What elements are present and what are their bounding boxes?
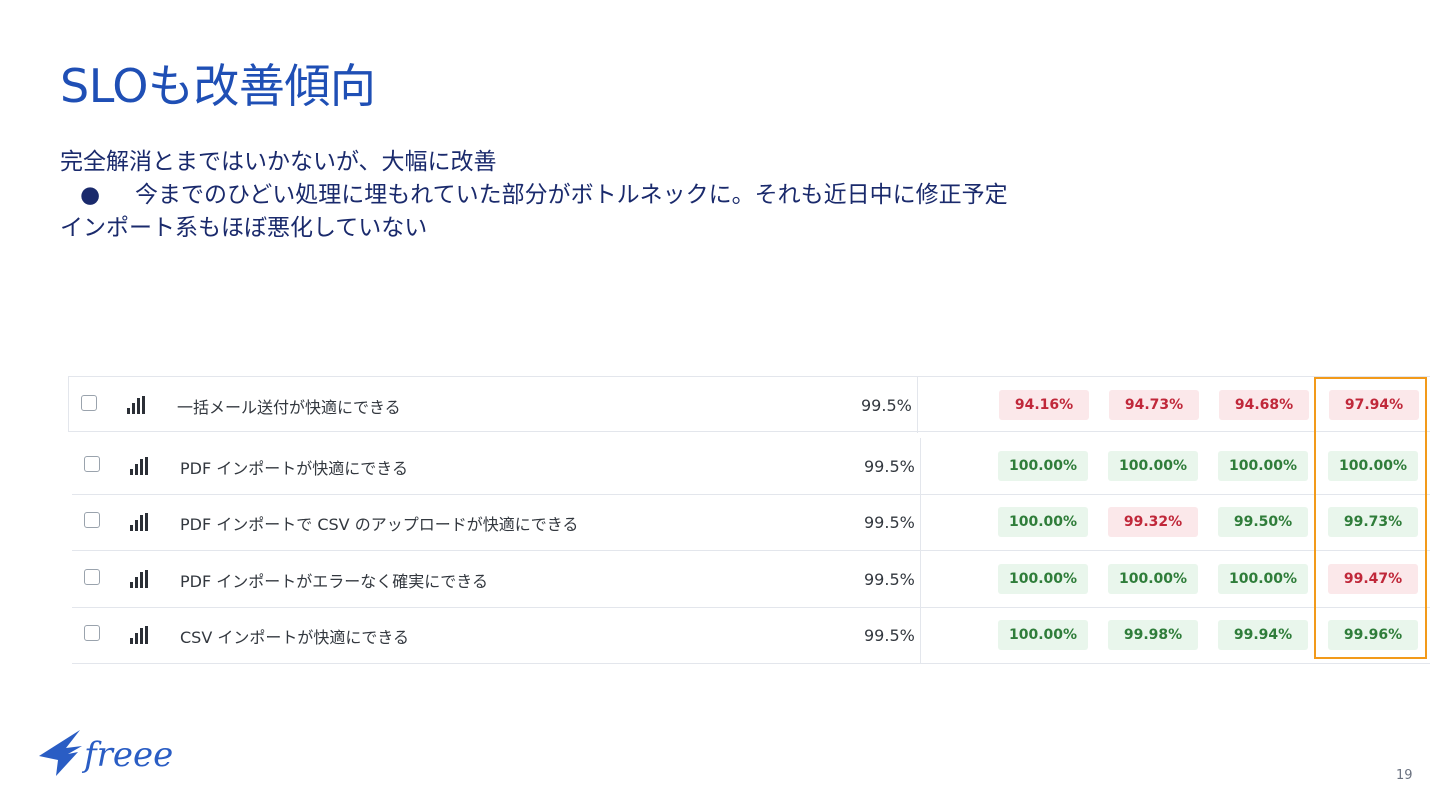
- row-checkbox[interactable]: [84, 456, 100, 472]
- column-divider: [920, 494, 921, 550]
- slo-table: 一括メール送付が快適にできる 99.5% 94.16% 94.73% 94.68% 97.…: [68, 376, 1430, 676]
- slo-value-badge: 100.00%: [1108, 451, 1198, 481]
- slo-value-badge: 100.00%: [1218, 451, 1308, 481]
- slo-name[interactable]: PDF インポートが快適にできる: [180, 459, 408, 478]
- slo-value-badge: 99.47%: [1328, 564, 1418, 594]
- column-divider: [917, 377, 918, 433]
- bird-icon: [39, 730, 82, 776]
- slo-target: 99.5%: [864, 570, 915, 589]
- slo-value-badge: 100.00%: [1108, 564, 1198, 594]
- slo-value-badge: 97.94%: [1329, 390, 1419, 420]
- slo-value-badge: 100.00%: [998, 564, 1088, 594]
- table-row: CSV インポートが快適にできる 99.5% 100.00% 99.98% 99.94%…: [72, 607, 1430, 664]
- column-divider: [920, 551, 921, 607]
- bullet-item-3: インポート系もほぼ悪化していない: [60, 215, 428, 241]
- slo-value-badge: 100.00%: [998, 451, 1088, 481]
- page-number: 19: [1396, 768, 1413, 783]
- slo-target: 99.5%: [864, 513, 915, 532]
- table-row: PDF インポートで CSV のアップロードが快適にできる 99.5% 100.00…: [72, 494, 1430, 551]
- bullet-item-2: ● 今までのひどい処理に埋もれていた部分がボトルネックに。それも近日中に修正予定: [60, 179, 1008, 212]
- bullet-item-2-text: 今までのひどい処理に埋もれていた部分がボトルネックに。それも近日中に修正予定: [135, 182, 1008, 208]
- logo-wordmark: freee: [81, 735, 173, 775]
- bullet-item-1: 完全解消とまではいかないが、大幅に改善: [60, 149, 497, 175]
- slide-title: SLOも改善傾向: [60, 59, 376, 113]
- bar-chart-icon[interactable]: [130, 513, 152, 531]
- slo-value-badge: 100.00%: [1218, 564, 1308, 594]
- slo-value-badge: 100.00%: [998, 620, 1088, 650]
- bar-chart-icon[interactable]: [127, 396, 149, 414]
- row-checkbox[interactable]: [84, 569, 100, 585]
- table-row: PDF インポートが快適にできる 99.5% 100.00% 100.00% 100.0…: [72, 438, 1430, 495]
- table-row: PDF インポートがエラーなく確実にできる 99.5% 100.00% 100.00%…: [72, 551, 1430, 608]
- slo-value-badge: 99.73%: [1328, 507, 1418, 537]
- slo-value-badge: 99.98%: [1108, 620, 1198, 650]
- latest-column-highlight: [1314, 377, 1427, 659]
- slo-value-badge: 99.96%: [1328, 620, 1418, 650]
- bullet-list: 完全解消とまではいかないが、大幅に改善 ● 今までのひどい処理に埋もれていた部分が…: [60, 146, 1008, 245]
- column-divider: [920, 438, 921, 494]
- bullet-marker: ●: [80, 182, 101, 208]
- slo-value-badge: 94.73%: [1109, 390, 1199, 420]
- slo-name[interactable]: PDF インポートで CSV のアップロードが快適にできる: [180, 515, 579, 534]
- table-row: 一括メール送付が快適にできる 99.5% 94.16% 94.73% 94.68% 97.…: [68, 376, 1430, 433]
- slo-name[interactable]: PDF インポートがエラーなく確実にできる: [180, 572, 488, 591]
- column-divider: [920, 607, 921, 663]
- freee-logo: freee: [39, 730, 173, 776]
- slo-target: 99.5%: [861, 396, 912, 415]
- slo-value-badge: 100.00%: [1328, 451, 1418, 481]
- slo-value-badge: 94.16%: [999, 390, 1089, 420]
- slo-value-badge: 99.94%: [1218, 620, 1308, 650]
- row-checkbox[interactable]: [81, 395, 97, 411]
- slo-target: 99.5%: [864, 457, 915, 476]
- slo-value-badge: 99.50%: [1218, 507, 1308, 537]
- slo-value-badge: 94.68%: [1219, 390, 1309, 420]
- bar-chart-icon[interactable]: [130, 570, 152, 588]
- slo-target: 99.5%: [864, 626, 915, 645]
- slo-value-badge: 100.00%: [998, 507, 1088, 537]
- slo-name[interactable]: CSV インポートが快適にできる: [180, 628, 410, 647]
- slo-value-badge: 99.32%: [1108, 507, 1198, 537]
- row-checkbox[interactable]: [84, 512, 100, 528]
- bar-chart-icon[interactable]: [130, 457, 152, 475]
- slo-name[interactable]: 一括メール送付が快適にできる: [177, 398, 401, 417]
- bar-chart-icon[interactable]: [130, 626, 152, 644]
- row-checkbox[interactable]: [84, 625, 100, 641]
